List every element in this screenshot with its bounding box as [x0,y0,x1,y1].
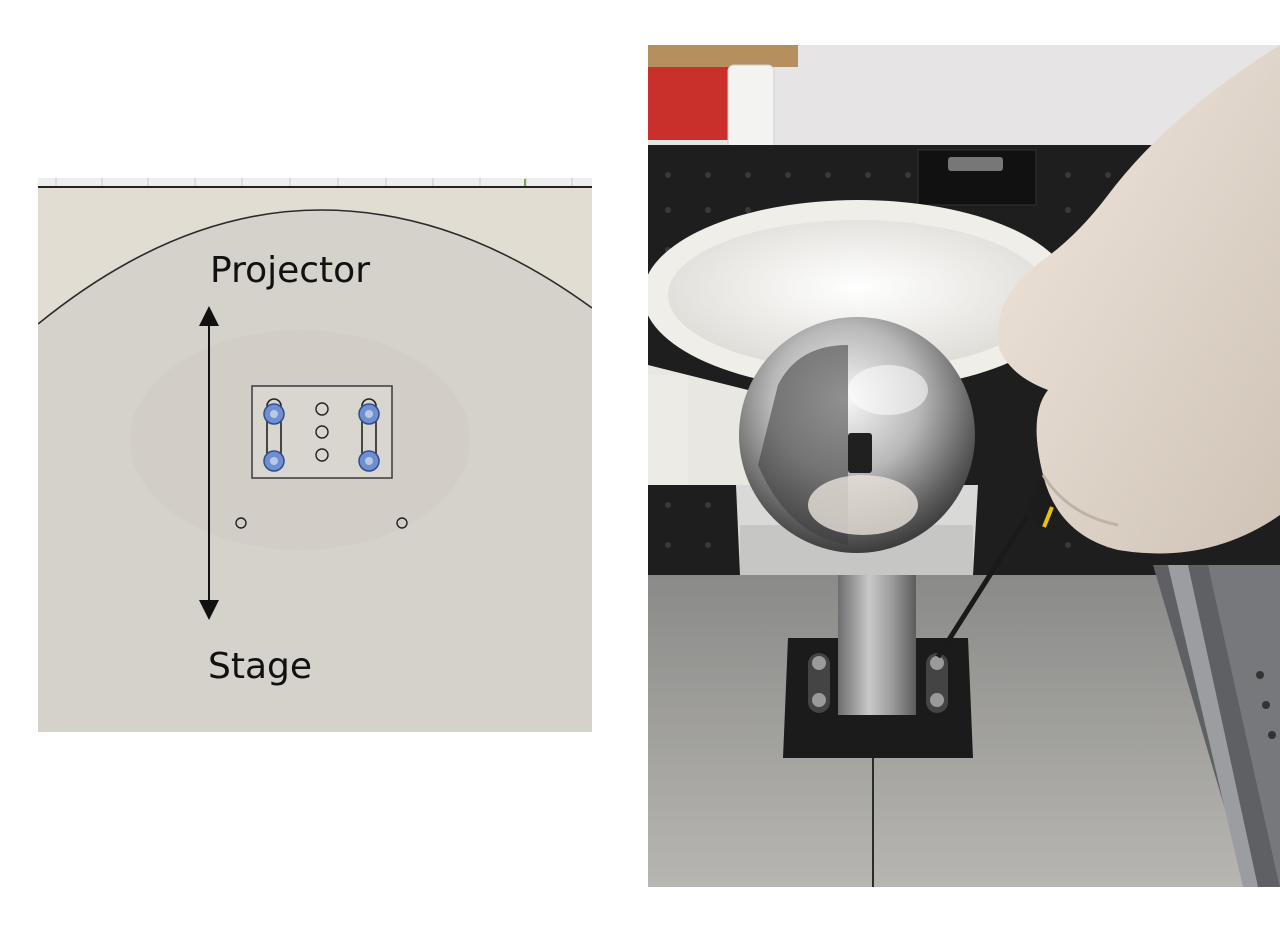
mirror-sphere-icon [739,317,975,553]
block-slot [948,157,1003,171]
red-box [648,55,740,140]
setup-photo-panel [648,45,1280,887]
gloved-hand [997,45,1280,554]
mount-post [838,565,916,715]
stage-label: Stage [208,646,312,687]
platform-arc [38,209,592,325]
bottle [727,64,775,151]
screw-slot-icon [263,398,285,472]
outer-holes [235,517,408,529]
glove-crease [1041,474,1119,527]
screw-slot-icon [358,398,380,472]
cad-diagram-panel: Projector Stage [38,178,592,732]
cardboard-box [648,45,798,67]
setup-photo [648,45,1280,887]
center-holes [315,402,329,462]
cad-diagram: Projector Stage [38,178,592,732]
cad-top-band [38,188,592,324]
ruler-strip [38,178,592,187]
mount-plate-icon [251,385,393,479]
linear-rail [1153,565,1280,887]
double-arrow-icon [199,306,219,620]
projector-label: Projector [210,250,370,291]
